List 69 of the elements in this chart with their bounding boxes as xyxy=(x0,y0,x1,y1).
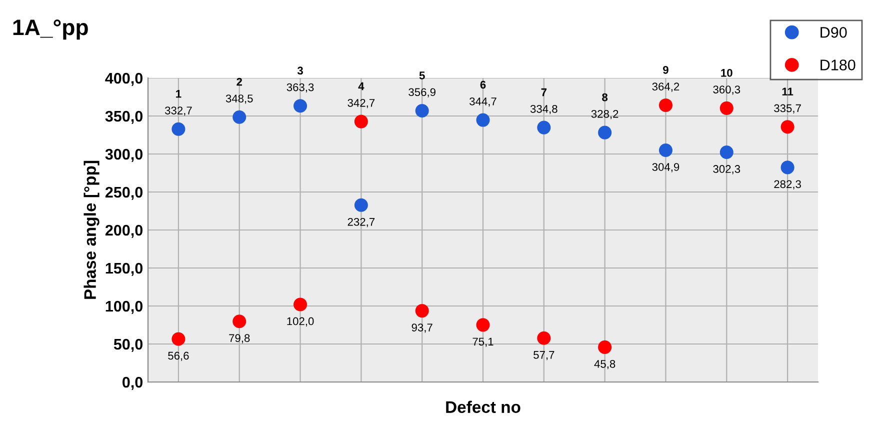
data-label: 304,9 xyxy=(652,163,680,172)
point xyxy=(720,101,734,115)
y-tick-label: 200,0 xyxy=(105,224,143,238)
data-label: 364,2 xyxy=(652,82,680,92)
data-label: 334,8 xyxy=(530,104,558,114)
data-label: 45,8 xyxy=(594,360,616,370)
annotation: 11 xyxy=(782,88,794,96)
point xyxy=(172,122,186,136)
data-label: 335,7 xyxy=(774,104,801,114)
data-label: 356,9 xyxy=(408,88,436,98)
data-label: 348,5 xyxy=(226,94,253,104)
text: 10 xyxy=(721,68,732,77)
point xyxy=(232,314,246,328)
point xyxy=(537,331,551,345)
y-tick-label: 300,0 xyxy=(105,148,143,162)
chart-title: 1A_°pp xyxy=(13,20,88,40)
annotation: 5 xyxy=(419,72,425,80)
point xyxy=(537,120,551,134)
annotation: 4 xyxy=(358,82,364,90)
point xyxy=(415,104,429,118)
point xyxy=(294,298,308,312)
point xyxy=(476,318,490,332)
y-tick-label: 0,0 xyxy=(122,376,143,390)
point xyxy=(294,99,308,113)
legend-label: D180 xyxy=(820,60,856,70)
data-label: 363,3 xyxy=(286,83,314,93)
point xyxy=(658,144,672,158)
data-label: 332,7 xyxy=(164,106,192,116)
y-tick-label: 250,0 xyxy=(105,186,143,200)
data-label: 56,6 xyxy=(168,352,189,361)
y-tick-label: 150,0 xyxy=(106,262,143,276)
point xyxy=(232,110,246,124)
y-tick-label: 100,0 xyxy=(106,300,143,314)
data-label: 93,7 xyxy=(412,324,432,333)
y-axis-title: Phase angle [°pp] xyxy=(84,160,100,299)
y-tick-label: 50,0 xyxy=(114,338,143,352)
y-tick-label: 400,0 xyxy=(105,72,143,86)
data-label: 328,2 xyxy=(591,110,618,120)
text: 3 xyxy=(297,66,303,75)
point xyxy=(658,98,672,112)
point xyxy=(598,126,612,140)
point xyxy=(354,198,368,212)
point xyxy=(354,114,368,128)
annotation: 2 xyxy=(236,78,242,86)
data-label: 302,3 xyxy=(713,165,740,174)
point xyxy=(720,145,734,160)
text: 9 xyxy=(663,66,668,74)
data-label: 75,1 xyxy=(472,338,494,347)
point xyxy=(476,113,490,127)
y-tick-label: 350,0 xyxy=(105,110,143,124)
annotation: 6 xyxy=(480,80,486,89)
annotation: 1 xyxy=(176,90,182,98)
point xyxy=(780,120,794,134)
data-label: 360,3 xyxy=(713,86,740,95)
annotation: 8 xyxy=(602,93,608,102)
data-label: 282,3 xyxy=(774,180,801,190)
data-label: 232,7 xyxy=(348,218,375,228)
annotation: 7 xyxy=(541,88,547,96)
point xyxy=(172,332,186,346)
legend-label: D90 xyxy=(820,26,847,38)
point xyxy=(415,304,429,318)
data-label: 57,7 xyxy=(534,351,554,360)
x-axis-title: Defect no xyxy=(446,400,520,413)
data-label: 102,0 xyxy=(287,317,314,326)
point xyxy=(780,160,794,174)
point xyxy=(598,340,612,354)
data-label: 342,7 xyxy=(348,98,375,108)
data-label: 344,7 xyxy=(470,97,496,107)
data-label: 79,8 xyxy=(229,334,250,344)
